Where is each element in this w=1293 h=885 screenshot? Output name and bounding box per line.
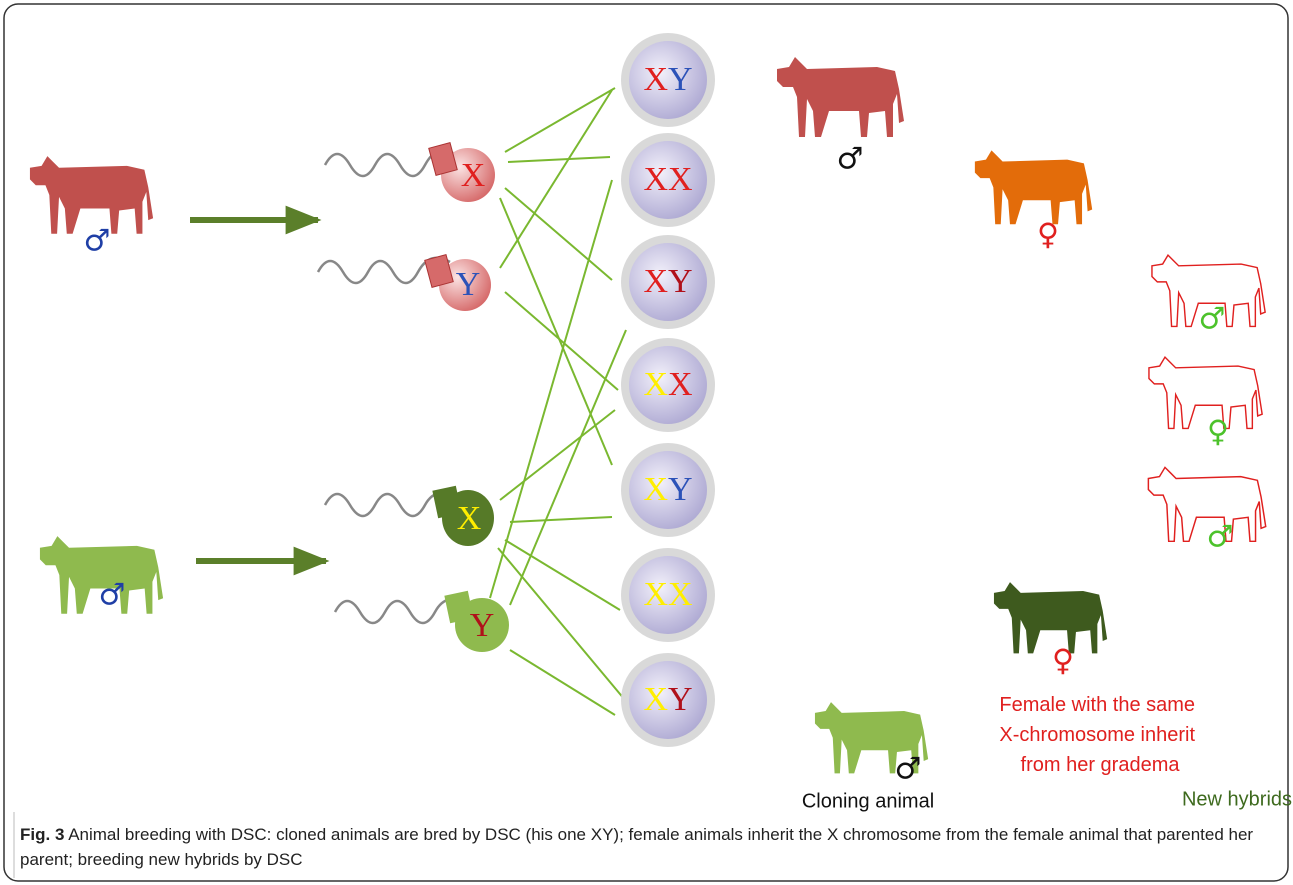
sperm-tails — [318, 150, 467, 623]
sex-symbol: ♀ — [1037, 218, 1059, 253]
zygote-label: XX — [643, 366, 692, 403]
frame — [4, 4, 1288, 881]
sex-symbol: ♀ — [1052, 644, 1074, 679]
cow-outline — [1149, 357, 1262, 428]
sex-symbol: ♂ — [84, 224, 111, 259]
chromosome: X — [668, 366, 693, 403]
cow — [975, 150, 1092, 224]
chromosome: X — [643, 61, 668, 98]
zygote-label: XY — [643, 61, 692, 98]
chromosome: Y — [668, 263, 693, 300]
chromosome: Y — [470, 607, 495, 644]
caption-text: Animal breeding with DSC: cloned animals… — [20, 825, 1253, 869]
cloning-label: Cloning animal — [802, 790, 934, 812]
chromosome: X — [643, 366, 668, 403]
sex-symbol: ♂ — [99, 578, 126, 613]
chromosome: X — [643, 471, 668, 508]
cow — [994, 582, 1107, 653]
chromosome: X — [643, 161, 668, 198]
chromosome: Y — [668, 681, 693, 718]
chromosome: X — [643, 263, 668, 300]
chromosome: X — [457, 500, 482, 537]
chromosome: X — [668, 576, 693, 613]
zygote-label: XX — [643, 576, 692, 613]
hybrids-label: New hybrids — [1182, 788, 1292, 810]
caption-label: Fig. 3 — [20, 825, 64, 844]
connections — [490, 88, 626, 715]
female-note: Female with the same X-chromosome inheri… — [999, 694, 1200, 776]
chromosome: X — [668, 161, 693, 198]
sex-symbol: ♀ — [1207, 415, 1229, 450]
cow — [777, 57, 904, 137]
chromosome: Y — [456, 266, 481, 303]
zygote-label: XY — [643, 681, 692, 718]
sex-symbol: ♂ — [1207, 520, 1234, 555]
chromosome: Y — [668, 471, 693, 508]
sex-symbol: ♂ — [895, 752, 922, 787]
zygote-label: XX — [643, 161, 692, 198]
chromosome: X — [643, 681, 668, 718]
sex-symbol: ♂ — [1199, 302, 1226, 337]
chromosome: X — [643, 576, 668, 613]
diagram: ♂ ♂ X Y X Y XYXXXYXXXYXXXY ♂ ♀ ♂ ♀ ♂ ♀ F… — [0, 0, 1293, 885]
zygote-label: XY — [643, 263, 692, 300]
sex-symbol: ♂ — [837, 142, 864, 177]
chromosome: Y — [668, 61, 693, 98]
figure: ♂ ♂ X Y X Y XYXXXYXXXYXXXY ♂ ♀ ♂ ♀ ♂ ♀ F… — [0, 0, 1293, 885]
zygote-label: XY — [643, 471, 692, 508]
chromosome: X — [461, 157, 486, 194]
parent-cow — [30, 156, 153, 234]
caption: Fig. 3 Animal breeding with DSC: cloned … — [20, 822, 1270, 872]
